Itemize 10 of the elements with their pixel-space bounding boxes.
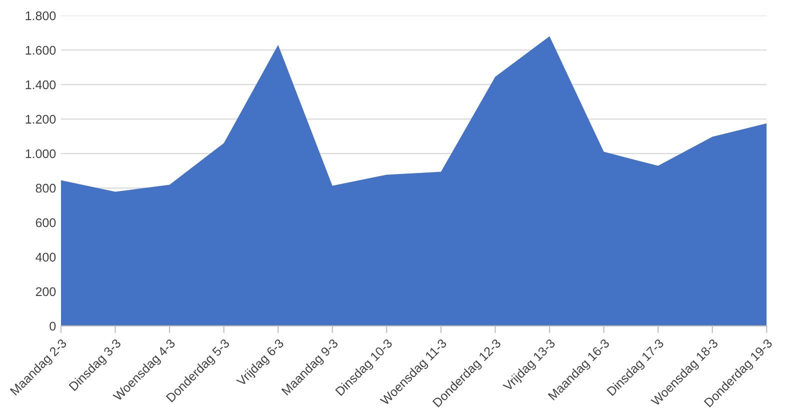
y-tick-label: 1.000 <box>26 149 56 158</box>
y-tick-label: 1.400 <box>26 80 56 90</box>
y-tick-label: 1.200 <box>26 114 56 124</box>
y-tick-label: 0 <box>50 322 56 331</box>
y-tick-label: 1.800 <box>26 11 56 20</box>
y-tick-label: 200 <box>36 287 56 296</box>
y-tick-label: 800 <box>36 184 56 193</box>
y-tick-label: 600 <box>36 218 56 228</box>
y-tick-label: 400 <box>36 252 56 262</box>
y-tick-label: 1.600 <box>26 46 56 55</box>
